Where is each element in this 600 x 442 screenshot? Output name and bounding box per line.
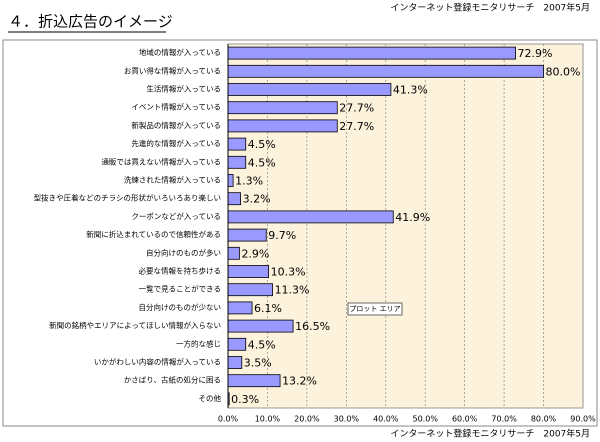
x-tick-label: 20.0% bbox=[294, 415, 320, 424]
value-label: 3.2% bbox=[243, 193, 271, 206]
bar bbox=[227, 319, 294, 333]
y-tick-label: 必要な情報を持ち歩ける bbox=[139, 266, 222, 276]
y-tick-label: 地域の情報が入っている bbox=[139, 47, 221, 57]
bar bbox=[227, 137, 247, 151]
bar bbox=[227, 46, 516, 60]
x-tick-label: 80.0% bbox=[531, 415, 557, 424]
y-tick-label: 自分向けのものが多い bbox=[146, 247, 221, 257]
y-tick-label: その他 bbox=[199, 393, 222, 403]
value-label: 10.3% bbox=[271, 266, 306, 279]
bar bbox=[227, 246, 240, 260]
bar bbox=[227, 283, 273, 297]
y-tick-label: 生活情報が入っている bbox=[146, 84, 221, 94]
bar bbox=[227, 101, 338, 115]
source-bottom: インターネット登録モニタリサーチ 2007年5月 bbox=[390, 428, 590, 440]
bar bbox=[227, 265, 270, 278]
y-tick-label: 通販では買えない情報が入っている bbox=[101, 156, 221, 166]
x-tick-label: 40.0% bbox=[373, 415, 399, 424]
bar bbox=[227, 301, 253, 315]
bar bbox=[227, 64, 544, 78]
value-label: 11.3% bbox=[275, 284, 310, 297]
y-tick-label: 先進的な情報が入っている bbox=[131, 138, 221, 148]
bar bbox=[227, 374, 281, 388]
y-tick-label: 一方的な感じ bbox=[176, 338, 221, 348]
y-tick-label: 洗練された情報が入っている bbox=[124, 175, 221, 185]
value-label: 4.5% bbox=[248, 156, 276, 169]
annotation-box bbox=[347, 302, 403, 316]
x-tick-label: 90.0% bbox=[570, 415, 596, 424]
x-tick-label: 60.0% bbox=[452, 415, 478, 424]
x-tick-label: 0.0% bbox=[218, 415, 239, 424]
value-label: 13.2% bbox=[282, 375, 317, 388]
value-label: 9.7% bbox=[268, 229, 296, 242]
x-tick-label: 30.0% bbox=[334, 415, 360, 424]
value-label: 41.3% bbox=[393, 84, 428, 97]
value-label: 41.9% bbox=[395, 211, 430, 224]
chart-title: ４．折込広告のイメージ bbox=[8, 13, 173, 31]
bar bbox=[227, 210, 394, 224]
y-tick-label: 新聞の銘柄やエリアによってほしい情報が入らない bbox=[49, 320, 221, 330]
value-label: 6.1% bbox=[254, 302, 282, 315]
source-top: インターネット登録モニタリサーチ 2007年5月 bbox=[390, 2, 590, 14]
y-tick-label: いかがわしい内容の情報が入っている bbox=[94, 357, 221, 367]
bar bbox=[227, 155, 247, 169]
y-tick-label: 新製品の情報が入っている bbox=[131, 120, 221, 130]
value-label: 1.3% bbox=[235, 175, 263, 188]
value-label: 2.9% bbox=[241, 247, 269, 260]
x-tick-label: 70.0% bbox=[491, 415, 517, 424]
bar bbox=[227, 83, 392, 96]
y-tick-label: かさばり、古紙の処分に困る bbox=[124, 375, 221, 385]
value-label: 3.5% bbox=[244, 357, 272, 370]
bar bbox=[227, 228, 267, 242]
y-tick-label: 新聞に折込まれているので信頼性がある bbox=[86, 229, 221, 239]
y-tick-label: 一覧で見ることができる bbox=[139, 284, 221, 294]
y-tick-label: お買い得な情報が入っている bbox=[124, 65, 221, 75]
y-tick-label: クーポンなどが入っている bbox=[131, 211, 221, 221]
value-label: 0.3% bbox=[231, 393, 259, 406]
x-tick-label: 10.0% bbox=[255, 415, 281, 424]
x-tick-label: 50.0% bbox=[413, 415, 439, 424]
value-label: 72.9% bbox=[518, 47, 553, 60]
value-label: 16.5% bbox=[295, 320, 330, 333]
y-tick-label: 自分向けのものが少ない bbox=[139, 302, 222, 312]
value-label: 80.0% bbox=[546, 65, 581, 78]
bar bbox=[227, 192, 242, 206]
y-tick-label: 型抜きや圧着などのチラシの形状がいろいろあり楽しい bbox=[34, 193, 221, 203]
plot-area bbox=[227, 43, 584, 409]
bar bbox=[227, 119, 338, 133]
bar bbox=[227, 174, 234, 187]
bar bbox=[227, 337, 247, 351]
value-label: 4.5% bbox=[248, 338, 276, 351]
annotation: プロット エリア bbox=[349, 305, 400, 313]
y-tick-label: イベント情報が入っている bbox=[131, 102, 221, 112]
value-label: 4.5% bbox=[248, 138, 276, 151]
value-label: 27.7% bbox=[339, 102, 374, 115]
bar bbox=[227, 356, 243, 369]
value-label: 27.7% bbox=[339, 120, 374, 133]
